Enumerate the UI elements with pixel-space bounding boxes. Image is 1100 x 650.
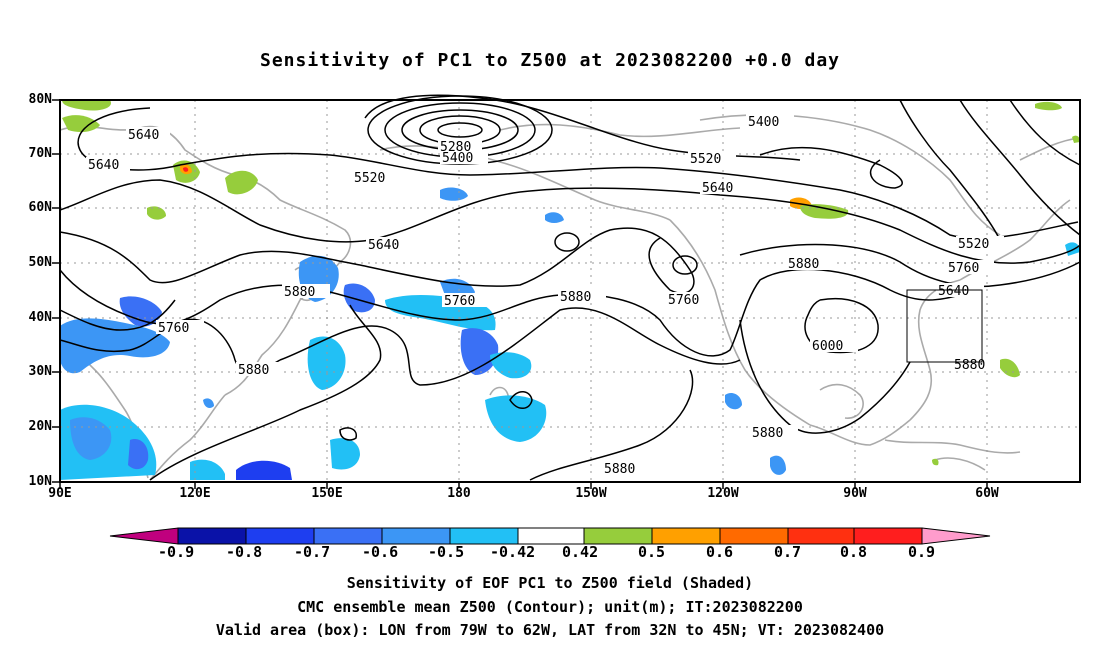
lon-label: 90E: [48, 486, 72, 501]
contour-label: 6000: [812, 339, 843, 354]
contour-label: 5880: [788, 257, 819, 272]
lon-label: 60W: [975, 486, 999, 501]
lat-label: 20N: [28, 419, 52, 434]
map-frame: [59, 99, 1081, 483]
colorbar-segment: [177, 527, 247, 545]
colorbar-label: -0.8: [226, 543, 263, 561]
axis-ticks: [52, 99, 988, 489]
lon-label: 180: [447, 486, 471, 501]
contour-label: 5640: [938, 284, 969, 299]
contour-label: 5400: [748, 115, 779, 130]
contour-label: 5640: [368, 238, 399, 253]
lon-label: 150E: [311, 486, 343, 501]
contour-label: 5400: [442, 151, 473, 166]
colorbar-label: 0.42: [562, 543, 599, 561]
colorbar: [109, 527, 991, 545]
colorbar-segment: [313, 527, 383, 545]
contour-label: 5640: [88, 158, 119, 173]
lon-label: 90W: [843, 486, 867, 501]
contour-label: 5760: [948, 261, 979, 276]
colorbar-segment: [381, 527, 451, 545]
contour-label: 5520: [690, 152, 721, 167]
colorbar-segment: [583, 527, 653, 545]
contour-label: 5880: [954, 358, 985, 373]
z500-contours: [59, 94, 1081, 481]
colorbar-label: -0.9: [158, 543, 195, 561]
lon-label: 120E: [179, 486, 211, 501]
colorbar-label: 0.5: [638, 543, 666, 561]
colorbar-segment: [719, 527, 789, 545]
contour-label-backgrounds: [86, 114, 1004, 475]
caption-line-3: Valid area (box): LON from 79W to 62W, L…: [215, 621, 885, 639]
colorbar-segment: [449, 527, 519, 545]
contour-label: 5280: [440, 140, 471, 155]
colorbar-lower-arrow: [109, 527, 179, 545]
lat-label: 70N: [28, 146, 52, 161]
contour-label: 5760: [444, 294, 475, 309]
colorbar-label: -0.7: [294, 543, 331, 561]
contour-labels: 5640 5640 5520 5280 5400 5400 5520 5640 …: [88, 115, 989, 477]
colorbar-segment: [517, 527, 585, 545]
colorbar-label: -0.5: [428, 543, 465, 561]
negative-sensitivity-patches: [60, 187, 1080, 480]
contour-label: 5520: [354, 171, 385, 186]
colorbar-segment: [245, 527, 315, 545]
contour-label: 5640: [128, 128, 159, 143]
colorbar-segment: [651, 527, 721, 545]
contour-label: 5880: [238, 363, 269, 378]
caption-line-1: Sensitivity of EOF PC1 to Z500 field (Sh…: [346, 574, 754, 592]
contour-label: 5760: [668, 293, 699, 308]
positive-sensitivity-patches: [62, 100, 1080, 466]
colorbar-segment: [853, 527, 923, 545]
lat-label: 50N: [28, 255, 52, 270]
lat-label: 30N: [28, 364, 52, 379]
lat-label: 80N: [28, 92, 52, 107]
lat-label: 10N: [28, 474, 52, 489]
valid-area-box: [906, 289, 983, 363]
lon-label: 150W: [575, 486, 607, 501]
colorbar-label: 0.6: [706, 543, 734, 561]
colorbar-label: -0.42: [490, 543, 536, 561]
contour-label: 5640: [702, 181, 733, 196]
colorbar-label: 0.9: [908, 543, 936, 561]
contour-label: 5880: [284, 285, 315, 300]
colorbar-label: -0.6: [362, 543, 399, 561]
colorbar-upper-arrow: [921, 527, 991, 545]
colorbar-label: 0.7: [774, 543, 802, 561]
contour-label: 5880: [604, 462, 635, 477]
lat-label: 40N: [28, 310, 52, 325]
colorbar-segment: [787, 527, 855, 545]
contour-label: 5760: [158, 321, 189, 336]
lat-label: 60N: [28, 200, 52, 215]
contour-label: 5880: [752, 426, 783, 441]
contour-label: 5880: [560, 290, 591, 305]
contour-label: 5520: [958, 237, 989, 252]
colorbar-label: 0.8: [840, 543, 868, 561]
lon-label: 120W: [707, 486, 739, 501]
map-title: Sensitivity of PC1 to Z500 at 2023082200…: [259, 50, 840, 71]
caption-line-2: CMC ensemble mean Z500 (Contour); unit(m…: [297, 598, 803, 616]
